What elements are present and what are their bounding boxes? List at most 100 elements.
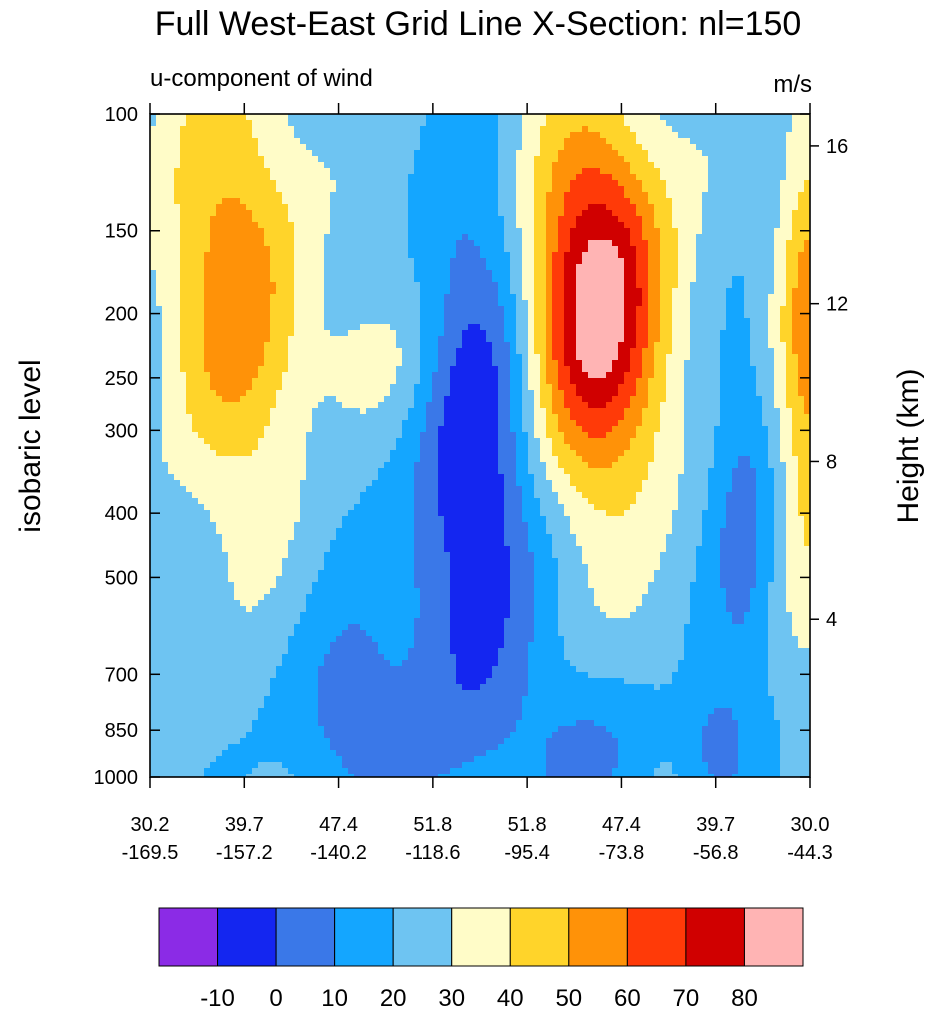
contour-cell — [510, 588, 535, 595]
contour-cell — [150, 216, 181, 223]
contour-cell — [534, 306, 547, 313]
contour-cell — [672, 528, 703, 535]
contour-cell — [786, 150, 810, 157]
contour-cell — [558, 384, 577, 391]
contour-cell — [774, 264, 787, 271]
contour-cell — [264, 432, 307, 439]
contour-cell — [420, 300, 445, 307]
contour-cell — [414, 156, 499, 163]
contour-cell — [324, 270, 415, 277]
contour-cell — [534, 174, 553, 181]
contour-cell — [588, 240, 613, 247]
contour-cell — [576, 174, 613, 181]
contour-cell — [498, 420, 511, 427]
contour-cell — [678, 492, 709, 499]
contour-cell — [546, 378, 559, 385]
contour-cell — [162, 444, 211, 451]
contour-cell — [396, 438, 421, 445]
contour-cell — [354, 504, 415, 511]
contour-cell — [534, 600, 559, 607]
contour-cell — [570, 516, 673, 523]
contour-cell — [564, 432, 589, 439]
contour-cell — [564, 288, 577, 295]
contour-cell — [660, 318, 673, 325]
contour-cell — [708, 492, 727, 499]
contour-cell — [510, 384, 523, 391]
contour-cell — [702, 198, 781, 205]
contour-cell — [798, 354, 810, 361]
contour-cell — [630, 396, 649, 403]
contour-cell — [528, 366, 541, 373]
x-tick-lat-label: 39.7 — [225, 814, 264, 836]
contour-cell — [744, 300, 769, 307]
contour-cell — [744, 612, 769, 619]
contour-cell — [276, 288, 295, 295]
contour-cell — [534, 210, 547, 217]
contour-cell — [264, 594, 307, 601]
contour-cell — [672, 294, 691, 301]
contour-cell — [402, 420, 427, 427]
contour-cell — [690, 300, 727, 307]
contour-cell — [756, 564, 775, 571]
contour-cell — [774, 702, 810, 709]
contour-cell — [732, 468, 757, 475]
contour-cell — [534, 474, 547, 481]
contour-cell — [786, 594, 810, 601]
contour-cell — [786, 162, 810, 169]
contour-cell — [414, 384, 433, 391]
contour-cell — [780, 762, 810, 769]
contour-cell — [684, 642, 769, 649]
contour-cell — [528, 306, 535, 313]
contour-cell — [450, 594, 511, 601]
contour-cell — [396, 330, 421, 337]
contour-cell — [534, 162, 553, 169]
contour-cell — [738, 720, 781, 727]
contour-cell — [654, 162, 709, 169]
contour-cell — [276, 582, 313, 589]
contour-cell — [150, 126, 181, 133]
contour-cell — [150, 432, 163, 439]
contour-cell — [756, 492, 775, 499]
contour-cell — [618, 744, 703, 751]
contour-cell — [582, 492, 637, 499]
contour-cell — [156, 288, 181, 295]
contour-cell — [774, 522, 787, 529]
contour-cell — [564, 210, 583, 217]
contour-cell — [528, 468, 547, 475]
contour-cell — [408, 654, 457, 661]
contour-cell — [546, 228, 559, 235]
contour-cell — [420, 138, 499, 145]
contour-cell — [162, 378, 187, 385]
contour-cell — [540, 384, 553, 391]
contour-cell — [636, 342, 649, 349]
y-left-tick-label: 300 — [105, 420, 138, 442]
contour-cell — [474, 756, 547, 763]
contour-cell — [150, 618, 301, 625]
contour-cell — [528, 348, 535, 355]
contour-cell — [612, 240, 631, 247]
contour-cell — [324, 324, 361, 331]
contour-cell — [570, 480, 643, 487]
contour-cell — [288, 540, 331, 547]
contour-cell — [528, 342, 535, 349]
contour-cell — [294, 264, 325, 271]
contour-cell — [780, 324, 793, 331]
contour-cell — [336, 534, 415, 541]
contour-cell — [576, 720, 595, 727]
colorbar-label: 30 — [438, 985, 465, 1012]
contour-cell — [288, 546, 331, 553]
contour-cell — [396, 336, 421, 343]
contour-cell — [522, 288, 535, 295]
contour-cell — [576, 312, 625, 319]
contour-cell — [690, 138, 787, 145]
contour-cell — [546, 198, 565, 205]
contour-cell — [768, 636, 799, 643]
contour-cell — [330, 210, 409, 217]
contour-cell — [504, 480, 517, 487]
contour-cell — [792, 288, 810, 295]
contour-cell — [180, 318, 205, 325]
contour-cell — [774, 390, 787, 397]
contour-cell — [534, 282, 547, 289]
contour-cell — [366, 408, 409, 415]
x-tick-lat-label: 51.8 — [413, 814, 452, 836]
